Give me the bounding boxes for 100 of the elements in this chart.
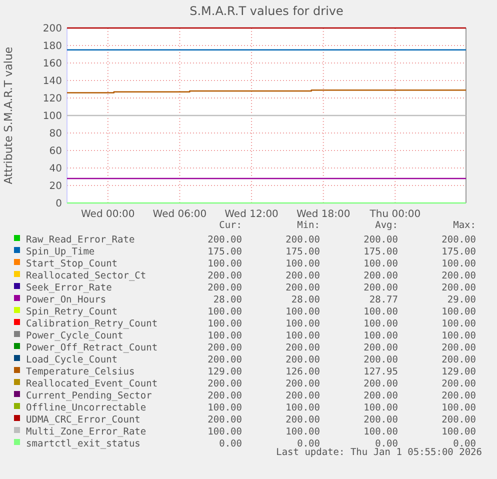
text: 200.00 — [286, 378, 320, 390]
legend-label: smartctl_exit_status — [26, 438, 140, 450]
legend-label: Reallocated_Sector_Ct — [26, 270, 146, 282]
text: 100.00 — [286, 402, 320, 414]
text: 28.77 — [369, 294, 398, 306]
text: 200.00 — [286, 270, 320, 282]
text: 200.00 — [442, 270, 476, 282]
text: 200.00 — [286, 354, 320, 366]
legend-label: Multi_Zone_Error_Rate — [26, 426, 146, 438]
text: 129.00 — [442, 366, 476, 378]
text: Avg: — [375, 220, 398, 231]
legend-label: Temperature_Celsius — [26, 366, 135, 378]
text: 100.00 — [286, 330, 320, 342]
y-tick-label: 180 — [42, 41, 62, 52]
text: 200.00 — [364, 270, 398, 282]
text: 100.00 — [208, 426, 242, 438]
text: 28.00 — [213, 294, 242, 306]
y-tick-label: 60 — [49, 146, 62, 157]
legend-label: Offline_Uncorrectable — [26, 402, 146, 414]
text: 100.00 — [442, 306, 476, 318]
text: 200.00 — [364, 414, 398, 426]
text: 100.00 — [364, 402, 398, 414]
text: 200.00 — [208, 378, 242, 390]
text: 100.00 — [442, 330, 476, 342]
text: 200.00 — [442, 234, 476, 246]
text: 200.00 — [208, 342, 242, 354]
text: 100.00 — [208, 318, 242, 330]
text: 200.00 — [364, 378, 398, 390]
y-tick-label: 0 — [56, 198, 62, 210]
text: 200.00 — [364, 234, 398, 246]
text: 0.00 — [453, 438, 476, 450]
y-tick-label: 200 — [42, 24, 62, 34]
text: 200.00 — [286, 414, 320, 426]
legend-label: Reallocated_Event_Count — [26, 378, 158, 390]
text: Last update: Thu Jan 1 05:55:00 2026 — [276, 447, 482, 458]
y-tick-label: 80 — [49, 128, 62, 140]
legend-label: Power_On_Hours — [26, 294, 106, 306]
text: 100.00 — [286, 306, 320, 318]
text: 200.00 — [208, 270, 242, 282]
y-tick-label: 20 — [49, 181, 62, 192]
text: 200.00 — [208, 234, 242, 246]
text: 100.00 — [208, 402, 242, 414]
legend-label: Power_Off_Retract_Count — [26, 342, 158, 354]
text: 200.00 — [208, 414, 242, 426]
text: 175.00 — [286, 246, 320, 258]
x-tick-label: Wed 12:00 — [224, 209, 278, 220]
legend-label: Spin_Retry_Count — [26, 306, 118, 318]
text: 127.95 — [364, 366, 398, 378]
text: 100.00 — [442, 318, 476, 330]
y-tick-label: 100 — [42, 111, 62, 122]
y-axis-title: Attribute S.M.A.R.T value — [2, 46, 15, 184]
x-tick-label: Wed 00:00 — [80, 209, 135, 220]
text: 200.00 — [286, 234, 320, 246]
text: 0.00 — [219, 438, 242, 450]
text: 200.00 — [364, 390, 398, 402]
text: 100.00 — [364, 426, 398, 438]
legend-label: Power_Cycle_Count — [26, 330, 124, 342]
y-tick-label: 120 — [42, 94, 62, 104]
text: 129.00 — [208, 366, 242, 378]
text: 126.00 — [286, 366, 320, 378]
legend-label: Seek_Error_Rate — [26, 282, 112, 294]
text: 100.00 — [286, 426, 320, 438]
text: 200.00 — [286, 282, 320, 294]
text: 200.00 — [442, 390, 476, 402]
text: 100.00 — [364, 306, 398, 318]
text: 200.00 — [286, 390, 320, 402]
chart-title: S.M.A.R.T values for drive — [190, 4, 344, 18]
text: 100.00 — [442, 402, 476, 414]
text: 100.00 — [364, 330, 398, 342]
text: 175.00 — [208, 246, 242, 258]
text: 200.00 — [208, 354, 242, 366]
text: Cur: — [219, 220, 242, 231]
text: 100.00 — [208, 306, 242, 318]
y-tick-label: 160 — [42, 58, 62, 70]
y-tick-label: 140 — [42, 76, 62, 87]
text: 175.00 — [442, 246, 476, 258]
text: 200.00 — [442, 342, 476, 354]
legend-label: Calibration_Retry_Count — [26, 318, 158, 330]
text: 29.00 — [447, 294, 476, 306]
text: 100.00 — [364, 318, 398, 330]
text: 0.00 — [375, 438, 398, 450]
legend-label: UDMA_CRC_Error_Count — [26, 414, 140, 426]
text: 200.00 — [442, 354, 476, 366]
text: 100.00 — [208, 258, 242, 270]
text: 175.00 — [364, 246, 398, 258]
text: 200.00 — [208, 390, 242, 402]
legend-label: Raw_Read_Error_Rate — [26, 234, 135, 246]
x-tick-label: Thu 00:00 — [368, 209, 421, 220]
text: 100.00 — [286, 318, 320, 330]
text: 0.00 — [297, 438, 320, 450]
text: 100.00 — [442, 258, 476, 270]
text: Max: — [453, 220, 476, 231]
text: 100.00 — [442, 426, 476, 438]
text: 100.00 — [286, 258, 320, 270]
text: Min: — [297, 220, 320, 231]
legend-label: Spin_Up_Time — [26, 246, 95, 258]
text: 200.00 — [442, 282, 476, 294]
text: 100.00 — [364, 258, 398, 270]
text: 100.00 — [208, 330, 242, 342]
text: 28.00 — [291, 294, 320, 306]
